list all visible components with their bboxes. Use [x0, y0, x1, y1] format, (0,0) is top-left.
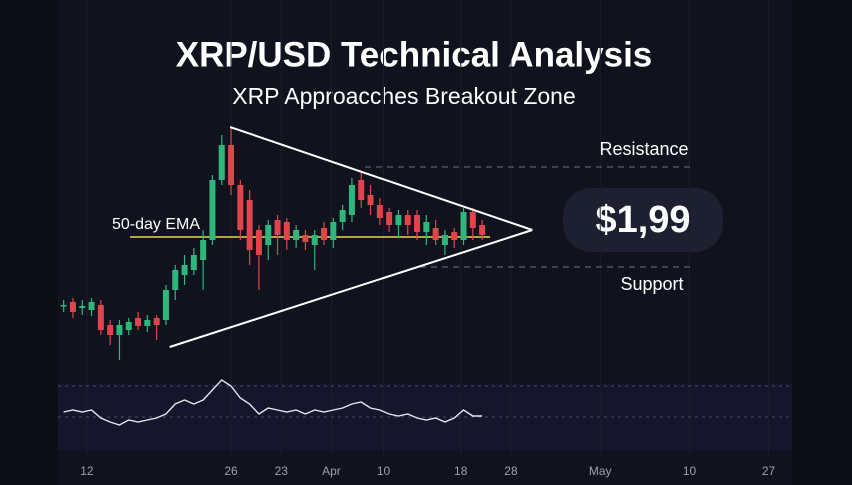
candle-body: [460, 212, 467, 240]
x-tick-label: 12: [80, 464, 94, 478]
candle-body: [135, 318, 142, 326]
indicator-line: [63, 379, 483, 426]
candle-body: [376, 205, 383, 218]
candle-body: [404, 215, 411, 225]
candle-body: [479, 225, 486, 235]
candle-body: [321, 228, 328, 240]
candle-body: [414, 215, 421, 232]
candle-body: [237, 185, 244, 230]
candle-body: [255, 230, 262, 255]
x-tick-label: 26: [224, 464, 238, 478]
candle-body: [69, 302, 76, 312]
candle-body: [228, 145, 235, 185]
x-tick-label: 28: [504, 464, 518, 478]
candle-body: [293, 230, 300, 240]
candle-body: [265, 225, 272, 245]
x-tick-label: 18: [454, 464, 468, 478]
candle-body: [451, 232, 458, 240]
price-badge: [563, 188, 723, 252]
candle-body: [116, 325, 123, 335]
support-label: Support: [620, 274, 683, 294]
candle-body: [348, 185, 355, 215]
candle-body: [302, 235, 309, 242]
candle-body: [125, 322, 132, 330]
x-tick-label: 27: [762, 464, 776, 478]
candle-body: [367, 195, 374, 205]
candle-body: [441, 235, 448, 245]
x-tick-label: 23: [275, 464, 289, 478]
candle-body: [162, 290, 169, 320]
candle-body: [172, 270, 179, 290]
resistance-label: Resistance: [599, 139, 688, 159]
x-tick-label: May: [589, 464, 612, 478]
candle-body: [97, 305, 104, 330]
trendline: [229, 126, 533, 231]
x-tick-label: 10: [377, 464, 391, 478]
ema-label: 50-day EMA: [112, 216, 200, 233]
candle-body: [88, 302, 95, 310]
chart-title: XRP/USD Technical Analysis: [176, 35, 653, 74]
candle-body: [274, 220, 281, 235]
candle-body: [432, 228, 439, 240]
candle-body: [190, 255, 197, 270]
candle-body: [469, 212, 476, 228]
candle-body: [311, 235, 318, 245]
x-tick-label: Apr: [322, 464, 341, 478]
candle-body: [386, 212, 393, 225]
candle-body: [181, 265, 188, 275]
candle-body: [395, 215, 402, 225]
candle-body: [107, 325, 114, 335]
candle-body: [79, 306, 86, 308]
candle-body: [339, 210, 346, 222]
candle-body: [153, 318, 160, 325]
candle-body: [283, 222, 290, 240]
candle-body: [60, 305, 67, 307]
candle-body: [246, 200, 253, 250]
candle-body: [200, 240, 207, 260]
candle-body: [144, 320, 151, 326]
candle-body: [218, 145, 225, 180]
trendline: [169, 229, 533, 348]
chart-subtitle: XRP Approacches Breakout Zone: [232, 83, 576, 109]
candle-body: [358, 180, 365, 200]
x-tick-label: 10: [683, 464, 697, 478]
candle-body: [330, 222, 337, 240]
candle-body: [423, 222, 430, 232]
candle-body: [209, 180, 216, 240]
price-label: $1,99: [595, 199, 690, 241]
